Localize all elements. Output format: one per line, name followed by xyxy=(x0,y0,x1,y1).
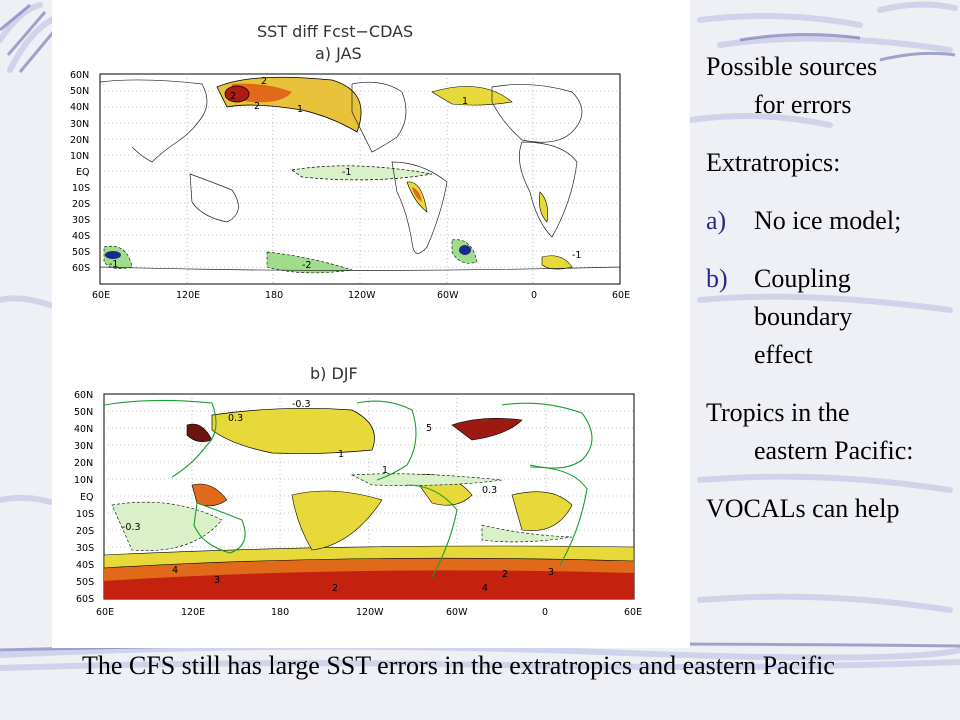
svg-text:4: 4 xyxy=(482,583,488,594)
map-a-lon-axis: 60E 120E 180 120W 60W 0 60E xyxy=(92,290,630,301)
svg-text:5: 5 xyxy=(426,423,432,434)
lon-label: 60W xyxy=(437,290,459,301)
lon-label: 60E xyxy=(96,607,114,618)
lat-label: 60N xyxy=(70,70,89,81)
item-a-marker: a) xyxy=(706,206,727,235)
lat-label: 50S xyxy=(72,247,90,258)
lat-label: 60S xyxy=(72,263,90,274)
lon-label: 60E xyxy=(624,607,642,618)
item-a-text: No ice model; xyxy=(754,206,902,235)
map-b-lat-axis: 60N 50N 40N 30N 20N 10N EQ 10S 20S 30S 4… xyxy=(74,390,94,605)
svg-text:-0.3: -0.3 xyxy=(292,399,311,410)
side-extratropics: Extratropics: xyxy=(706,148,841,177)
side-vocals: VOCALs can help xyxy=(706,494,900,523)
lat-label: 10S xyxy=(76,509,94,520)
side-tropics: Tropics in the eastern Pacific: xyxy=(706,398,914,465)
side-notes: Possible sources for errors Extratropics… xyxy=(706,48,956,548)
side-item-a: a) No ice model; xyxy=(706,202,956,240)
svg-text:2: 2 xyxy=(502,569,508,580)
map-a-lat-axis: 60N 50N 40N 30N 20N 10N EQ 10S 20S 30S 4… xyxy=(70,70,90,274)
lat-label: 30S xyxy=(72,215,90,226)
svg-text:0.3: 0.3 xyxy=(228,413,243,424)
map-a-jas: 60N 50N 40N 30N 20N 10N EQ 10S 20S 30S 4… xyxy=(70,70,630,301)
lat-label: EQ xyxy=(80,492,93,503)
svg-text:3: 3 xyxy=(548,567,554,578)
lat-label: 20N xyxy=(70,135,89,146)
lat-label: 30S xyxy=(76,543,94,554)
map-b-djf: 60N 50N 40N 30N 20N 10N EQ 10S 20S 30S 4… xyxy=(74,390,642,618)
svg-text:1: 1 xyxy=(462,96,468,107)
lat-label: 20S xyxy=(76,526,94,537)
svg-text:1: 1 xyxy=(382,465,388,476)
lon-label: 0 xyxy=(531,290,537,301)
lat-label: 60N xyxy=(74,390,93,401)
bottom-caption: The CFS still has large SST errors in th… xyxy=(82,651,835,680)
lat-label: 40S xyxy=(72,231,90,242)
lat-label: 10N xyxy=(74,475,93,486)
svg-text:-1: -1 xyxy=(342,167,351,178)
side-heading: Possible sources for errors xyxy=(706,52,878,119)
map-b-lon-axis: 60E 120E 180 120W 60W 0 60E xyxy=(96,607,642,618)
lat-label: EQ xyxy=(76,167,89,178)
lon-label: 180 xyxy=(265,290,283,301)
lat-label: 40N xyxy=(70,102,89,113)
item-b-text: Coupling boundary effect xyxy=(754,264,853,369)
lat-label: 30N xyxy=(74,441,93,452)
lat-label: 10S xyxy=(72,183,90,194)
svg-text:3: 3 xyxy=(214,575,220,586)
lat-label: 50N xyxy=(70,86,89,97)
map-b-title: b) DJF xyxy=(310,364,358,383)
svg-text:2: 2 xyxy=(230,91,236,102)
svg-text:4: 4 xyxy=(172,565,178,576)
lon-label: 60E xyxy=(612,290,630,301)
lat-label: 20S xyxy=(72,199,90,210)
svg-text:0.3: 0.3 xyxy=(482,485,497,496)
svg-text:2: 2 xyxy=(332,583,338,594)
lat-label: 50N xyxy=(74,407,93,418)
side-item-b: b) Coupling boundary effect xyxy=(706,260,956,374)
svg-text:1: 1 xyxy=(297,104,303,115)
lat-label: 50S xyxy=(76,577,94,588)
lat-label: 40S xyxy=(76,560,94,571)
lon-label: 120W xyxy=(348,290,376,301)
svg-text:-1: -1 xyxy=(109,259,118,270)
map-a-contour-labels: 2 2 1 1 -1 -2 -1 -1 2 xyxy=(109,76,581,271)
lat-label: 20N xyxy=(74,458,93,469)
lat-label: 60S xyxy=(76,594,94,605)
lat-label: 40N xyxy=(74,424,93,435)
lon-label: 120W xyxy=(356,607,384,618)
svg-text:-0.3: -0.3 xyxy=(122,522,141,533)
svg-text:-1: -1 xyxy=(572,250,581,261)
svg-text:-2: -2 xyxy=(302,260,311,271)
lon-label: 60W xyxy=(446,607,468,618)
map-a-title: SST diff Fcst−CDAS xyxy=(257,22,414,41)
lat-label: 10N xyxy=(70,151,89,162)
lon-label: 120E xyxy=(181,607,205,618)
lon-label: 180 xyxy=(271,607,289,618)
lon-label: 60E xyxy=(92,290,110,301)
sst-figure: SST diff Fcst−CDAS a) JAS b) DJF 60N 50N… xyxy=(52,0,690,648)
map-a-subtitle: a) JAS xyxy=(315,44,362,63)
lon-label: 0 xyxy=(542,607,548,618)
svg-text:2: 2 xyxy=(261,76,267,87)
svg-text:1: 1 xyxy=(338,449,344,460)
lon-label: 120E xyxy=(176,290,200,301)
map-b-contour-labels: 0.3 -0.3 1 5 3 4 2 -0.3 1 0.3 2 4 3 xyxy=(122,399,554,594)
lat-label: 30N xyxy=(70,119,89,130)
item-b-marker: b) xyxy=(706,264,728,293)
svg-text:2: 2 xyxy=(254,101,260,112)
